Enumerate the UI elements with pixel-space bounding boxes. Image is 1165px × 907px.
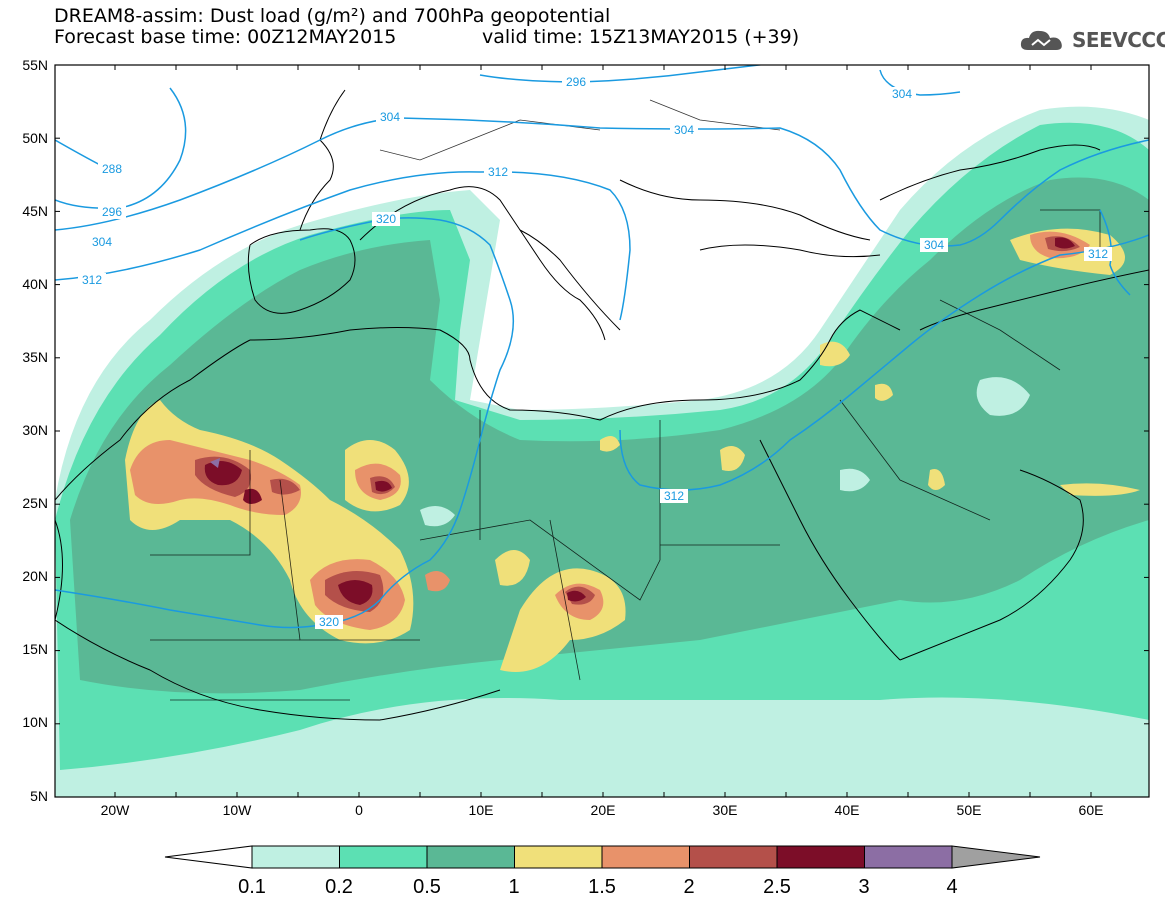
cloud-icon <box>1020 30 1062 50</box>
colorbar-tick: 2 <box>683 876 694 898</box>
colorbar-swatch <box>251 845 340 869</box>
colorbar-tick: 3 <box>858 876 869 898</box>
colorbar-swatch <box>864 845 953 869</box>
forecast-base-time: Forecast base time: 00Z12MAY2015 <box>54 26 397 48</box>
axis-ticks <box>55 64 1149 797</box>
colorbar-tick: 1 <box>508 876 519 898</box>
colorbar-tick: 0.2 <box>325 876 353 898</box>
lat-label: 25N <box>22 495 48 511</box>
lon-label: 30E <box>713 802 738 818</box>
contour-label: 320 <box>319 615 339 629</box>
colorbar-high-triangle <box>951 845 1041 869</box>
contour-label: 304 <box>674 123 694 137</box>
lat-label: 15N <box>22 641 48 657</box>
lon-label: 50E <box>957 802 982 818</box>
country-borders <box>150 99 1101 701</box>
contour-label: 312 <box>664 489 684 503</box>
colorbar-low-triangle <box>164 845 253 869</box>
contour-label: 304 <box>380 110 400 124</box>
lat-label: 35N <box>22 349 48 365</box>
colorbar-swatch <box>426 845 515 869</box>
colorbar-swatch <box>689 845 778 869</box>
colorbar-tick: 4 <box>946 876 957 898</box>
colorbar-swatch <box>601 845 690 869</box>
colorbar-swatch <box>776 845 865 869</box>
lat-label: 20N <box>22 568 48 584</box>
lon-label: 10W <box>223 802 253 818</box>
contour-label: 304 <box>92 235 112 249</box>
longitude-labels: 20W 10W 0 10E 20E 30E 40E 50E 60E <box>101 802 1104 818</box>
colorbar-swatch <box>339 845 428 869</box>
seevccc-logo: SEEVCCC <box>1018 26 1165 54</box>
contour-label: 312 <box>1088 247 1108 261</box>
contour-label: 320 <box>376 212 396 226</box>
contour-label: 312 <box>82 273 102 287</box>
contour-label: 288 <box>102 162 122 176</box>
lon-label: 0 <box>355 802 363 818</box>
colorbar: 0.1 0.2 0.5 1 1.5 2 2.5 3 4 <box>164 845 1041 898</box>
lon-label: 20E <box>591 802 616 818</box>
contour-label: 312 <box>488 165 508 179</box>
dust-field <box>55 106 1149 797</box>
logo-text: SEEVCCC <box>1072 28 1165 52</box>
lat-label: 45N <box>22 203 48 219</box>
lon-label: 40E <box>835 802 860 818</box>
contour-label: 296 <box>566 75 586 89</box>
contour-labels: 296 304 304 288 296 304 312 304 312 320 … <box>78 75 1112 629</box>
colorbar-tick: 2.5 <box>763 876 791 898</box>
lat-label: 30N <box>22 422 48 438</box>
lat-label: 55N <box>22 57 48 73</box>
contour-label: 304 <box>924 238 944 252</box>
valid-time: valid time: 15Z13MAY2015 (+39) <box>482 26 800 48</box>
colorbar-tick: 0.1 <box>238 876 266 898</box>
contour-label: 296 <box>102 205 122 219</box>
lat-label: 5N <box>30 788 48 804</box>
map-title: DREAM8-assim: Dust load (g/m²) and 700hP… <box>54 5 611 27</box>
latitude-labels: 55N 50N 45N 40N 35N 30N 25N 20N 15N 10N … <box>22 57 48 804</box>
lon-label: 60E <box>1079 802 1104 818</box>
lon-label: 10E <box>469 802 494 818</box>
contour-label: 304 <box>892 87 912 101</box>
colorbar-tick: 0.5 <box>413 876 441 898</box>
colorbar-swatch <box>514 845 603 869</box>
lat-label: 40N <box>22 276 48 292</box>
lat-label: 50N <box>22 130 48 146</box>
coastlines <box>55 89 1149 721</box>
lat-label: 10N <box>22 714 48 730</box>
lon-label: 20W <box>101 802 131 818</box>
colorbar-tick: 1.5 <box>588 876 616 898</box>
